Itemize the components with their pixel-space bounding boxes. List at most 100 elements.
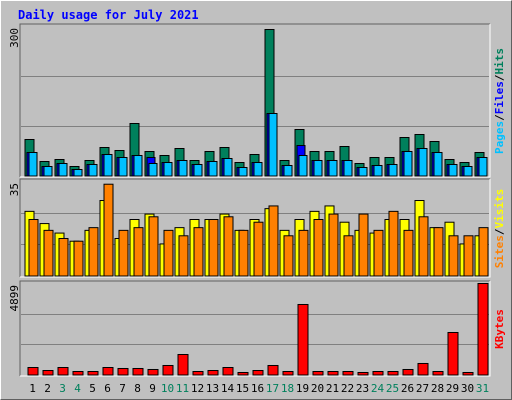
x-tick-label: 18 [281,382,294,395]
bar [42,370,54,376]
x-tick-label: 16 [251,382,264,395]
x-tick-label: 17 [266,382,279,395]
bar [312,371,324,376]
bar [223,216,234,277]
bar [133,227,144,277]
x-tick-label: 19 [296,382,309,395]
x-tick-label: 30 [461,382,474,395]
bar [388,210,399,277]
x-tick-label: 28 [431,382,444,395]
bar [313,219,324,277]
bar [148,163,158,177]
bar [118,157,128,177]
panel-edge [19,23,490,177]
bar [148,216,159,277]
bar [27,367,39,376]
x-tick-label: 4 [74,382,81,395]
bar [343,235,354,277]
bar [342,371,354,376]
x-tick-label: 7 [119,382,126,395]
bar [43,166,53,177]
bar [253,162,263,177]
bar [343,160,353,177]
x-tick-label: 23 [356,382,369,395]
x-tick-label: 2 [44,382,51,395]
bar [357,371,369,376]
bar [72,371,84,376]
x-tick-label: 13 [206,382,219,395]
x-tick-label: 11 [176,382,189,395]
x-tick-label: 8 [134,382,141,395]
x-tick-label: 29 [446,382,459,395]
bar [478,227,489,277]
x-tick-label: 9 [149,382,156,395]
x-tick-label: 3 [59,382,66,395]
bar [177,354,189,376]
bar [223,158,233,177]
bar [433,227,444,277]
bar [267,364,279,376]
bar [358,167,368,177]
legend: KBytes [493,309,506,349]
bar [447,331,459,376]
bar [238,167,248,177]
bar [73,169,83,177]
legend: Pages/Files/Hits [493,48,506,154]
bar [88,227,99,277]
bar [358,213,369,277]
x-tick-label: 5 [89,382,96,395]
panel [20,281,490,376]
bar [208,161,218,177]
legend-separator: / [493,74,506,81]
bar [283,165,293,177]
bar [193,227,204,277]
bar [268,205,279,277]
bar [133,155,143,177]
legend-entry: Files [493,81,506,114]
legend-entry: KBytes [493,309,506,349]
bar [387,371,399,376]
bar [192,371,204,376]
bar [207,370,219,376]
bar [208,219,219,277]
legend-entry: Hits [493,48,506,75]
legend-separator: / [493,114,506,121]
y-tick-label: 35 [8,183,21,196]
bar [163,229,174,277]
bar [58,238,69,277]
bar [28,219,39,277]
bar [478,157,488,177]
x-tick-label: 10 [161,382,174,395]
x-tick-label: 31 [476,382,489,395]
bar [418,216,429,277]
x-tick-label: 20 [311,382,324,395]
x-tick-label: 25 [386,382,399,395]
bar [103,154,113,177]
bar [388,164,398,177]
bar [462,371,474,376]
bar [178,235,189,277]
panel-edge [19,178,490,277]
bar [132,367,144,376]
bar [252,370,264,376]
bar [418,148,428,177]
legend-entry: Visits [493,189,506,229]
bar [463,235,474,277]
legend: Sites/Visits [493,189,506,269]
bar [403,229,414,277]
bar [43,229,54,277]
chart-title: Daily usage for July 2021 [18,8,199,22]
bar [433,152,443,177]
bar [238,229,249,277]
bar [327,371,339,376]
legend-entry: Sites [493,235,506,268]
bar [477,283,489,376]
bar [178,160,188,177]
bar [88,164,98,177]
bar [432,371,444,376]
bar [28,152,38,177]
bar [448,235,459,277]
bar [298,155,308,177]
bar [328,160,338,177]
